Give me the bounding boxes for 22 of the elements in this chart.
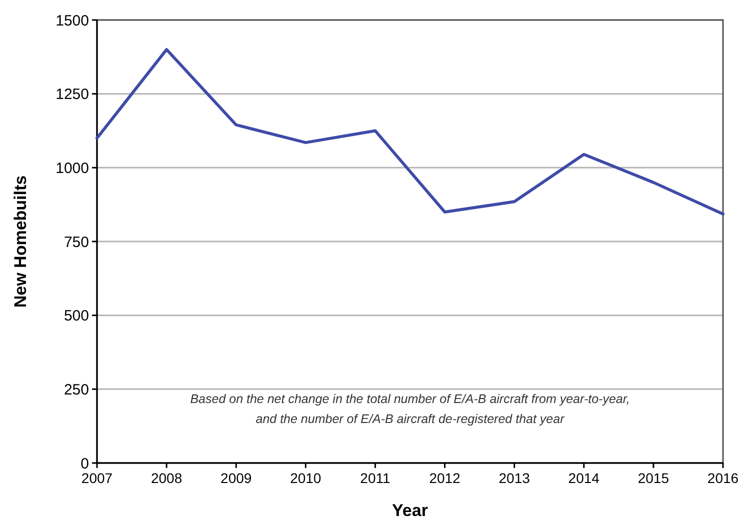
x-tick-label: 2016 (707, 470, 739, 486)
y-tick-label: 750 (64, 234, 89, 251)
x-tick-label: 2011 (360, 470, 390, 486)
x-tick-label: 2010 (290, 470, 322, 486)
y-tick-label: 500 (64, 308, 89, 325)
annotation: and the number of E/A-B aircraft de-registered that year (256, 412, 566, 426)
x-tick-label: 2012 (429, 470, 461, 486)
y-tick-label: 1000 (56, 160, 89, 177)
y-tick-label: 0 (80, 455, 89, 472)
y-tick-label: 1250 (56, 86, 89, 104)
y-tick-label: 1500 (56, 12, 89, 30)
annotation: Based on the net change in the total number of E/A-B aircraft from year-to-year, (190, 392, 630, 406)
x-tick-label: 2009 (220, 470, 252, 486)
x-tick-label: 2013 (498, 470, 530, 486)
y-tick-label: 250 (64, 381, 89, 398)
x-axis-title: Year (392, 501, 428, 520)
x-tick-label: 2015 (638, 470, 670, 486)
x-tick-label: 2007 (81, 470, 113, 486)
x-tick-label: 2014 (568, 470, 600, 486)
y-axis-title: New Homebuilts (11, 175, 30, 308)
line-series (96, 48, 724, 216)
x-tick-label: 2008 (150, 470, 182, 486)
